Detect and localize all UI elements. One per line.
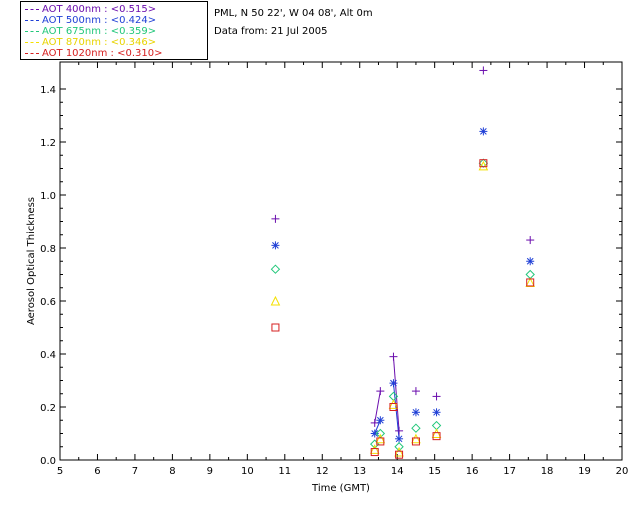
data-point-1-3 bbox=[389, 379, 398, 388]
legend-swatch-870nm bbox=[25, 42, 39, 43]
legend-label-1020nm: AOT 1020nm : <0.310> bbox=[42, 48, 163, 59]
x-tick-label: 20 bbox=[616, 466, 629, 477]
data-point-0-2 bbox=[376, 387, 385, 396]
data-point-4-4 bbox=[395, 450, 404, 459]
legend-item-675nm: AOT 675nm : <0.359> bbox=[25, 26, 156, 37]
data-point-3-2 bbox=[375, 433, 386, 444]
x-tick-label: 8 bbox=[169, 466, 175, 477]
data-point-3-4 bbox=[394, 446, 404, 457]
x-tick-label: 18 bbox=[541, 466, 554, 477]
data-point-3-7 bbox=[478, 160, 489, 171]
data-point-4-3 bbox=[389, 403, 398, 411]
legend-label-500nm: AOT 500nm : <0.424> bbox=[42, 15, 157, 26]
data-point-0-0 bbox=[271, 214, 280, 223]
x-tick-label: 12 bbox=[316, 466, 329, 477]
series-line-0 bbox=[374, 391, 381, 423]
x-tick-label: 10 bbox=[241, 466, 254, 477]
x-tick-label: 13 bbox=[353, 466, 366, 477]
data-point-1-4 bbox=[395, 434, 404, 443]
data-point-3-3 bbox=[388, 399, 399, 409]
x-tick-label: 5 bbox=[57, 466, 63, 477]
series-line-1 bbox=[374, 420, 381, 434]
legend-item-400nm: AOT 400nm : <0.515> bbox=[25, 4, 156, 15]
legend-swatch-400nm bbox=[25, 9, 39, 10]
x-tick-label: 7 bbox=[132, 466, 138, 477]
data-point-2-8 bbox=[525, 269, 535, 280]
series-line-0 bbox=[392, 356, 400, 431]
legend-swatch-1020nm bbox=[25, 53, 39, 54]
data-point-1-6 bbox=[432, 408, 441, 417]
data-point-0-7 bbox=[479, 66, 488, 75]
x-tick-label: 19 bbox=[578, 466, 591, 477]
legend-label-400nm: AOT 400nm : <0.515> bbox=[42, 4, 157, 15]
data-point-3-5 bbox=[411, 433, 421, 444]
data-point-0-8 bbox=[526, 236, 535, 245]
data-point-4-0 bbox=[271, 323, 280, 332]
x-tick-label: 11 bbox=[278, 466, 291, 477]
data-point-2-6 bbox=[431, 420, 442, 431]
data-point-0-4 bbox=[395, 426, 404, 435]
y-tick-label: 0.6 bbox=[40, 297, 56, 308]
x-tick-label: 14 bbox=[391, 466, 404, 477]
data-point-4-8 bbox=[526, 278, 535, 287]
x-tick-label: 16 bbox=[466, 466, 479, 477]
legend-item-1020nm: AOT 1020nm : <0.310> bbox=[25, 48, 162, 59]
x-tick-label: 17 bbox=[503, 466, 516, 477]
y-tick-label: 0.8 bbox=[40, 244, 56, 255]
legend-swatch-500nm bbox=[25, 20, 39, 21]
data-point-1-2 bbox=[376, 416, 385, 425]
data-point-1-8 bbox=[526, 257, 535, 266]
legend-label-870nm: AOT 870nm : <0.346> bbox=[42, 37, 157, 48]
y-axis-label: Aerosol Optical Thickness bbox=[26, 197, 37, 325]
x-tick-label: 6 bbox=[94, 466, 100, 477]
y-tick-label: 0.4 bbox=[40, 350, 56, 361]
data-point-1-0 bbox=[271, 241, 280, 250]
data-point-0-5 bbox=[411, 387, 420, 396]
data-point-3-0 bbox=[270, 295, 281, 306]
x-tick-label: 15 bbox=[428, 466, 441, 477]
data-point-2-5 bbox=[411, 423, 421, 433]
y-tick-label: 1.2 bbox=[40, 138, 56, 149]
location-text: PML, N 50 22', W 04 08', Alt 0m bbox=[214, 8, 373, 19]
data-point-0-3 bbox=[389, 352, 398, 361]
data-point-4-1 bbox=[370, 448, 379, 457]
data-point-2-0 bbox=[270, 264, 281, 274]
y-tick-label: 1.4 bbox=[40, 85, 56, 96]
data-point-1-1 bbox=[370, 429, 379, 438]
data-point-2-7 bbox=[478, 158, 489, 168]
x-axis-label: Time (GMT) bbox=[311, 483, 370, 494]
date-text: Data from: 21 Jul 2005 bbox=[214, 26, 328, 37]
y-tick-label: 1.0 bbox=[40, 191, 56, 202]
legend-swatch-675nm bbox=[25, 31, 39, 32]
data-point-1-5 bbox=[411, 408, 420, 417]
legend-label-675nm: AOT 675nm : <0.359> bbox=[42, 26, 157, 37]
data-point-3-6 bbox=[431, 428, 442, 438]
data-point-4-6 bbox=[432, 432, 441, 441]
y-tick-label: 0.2 bbox=[40, 403, 56, 414]
data-point-0-6 bbox=[432, 392, 441, 401]
legend: AOT 400nm : <0.515> AOT 500nm : <0.424> … bbox=[20, 1, 208, 60]
y-tick-label: 0.0 bbox=[40, 456, 56, 467]
data-point-4-5 bbox=[411, 437, 420, 446]
data-point-3-8 bbox=[525, 277, 536, 287]
data-point-4-2 bbox=[376, 437, 385, 446]
plot-frame bbox=[59, 61, 623, 461]
data-point-4-7 bbox=[479, 159, 488, 168]
data-point-3-1 bbox=[369, 444, 380, 454]
data-point-2-4 bbox=[394, 442, 404, 452]
data-point-1-7 bbox=[479, 127, 488, 136]
x-tick-label: 9 bbox=[207, 466, 213, 477]
legend-item-870nm: AOT 870nm : <0.346> bbox=[25, 37, 156, 48]
legend-item-500nm: AOT 500nm : <0.424> bbox=[25, 15, 156, 26]
